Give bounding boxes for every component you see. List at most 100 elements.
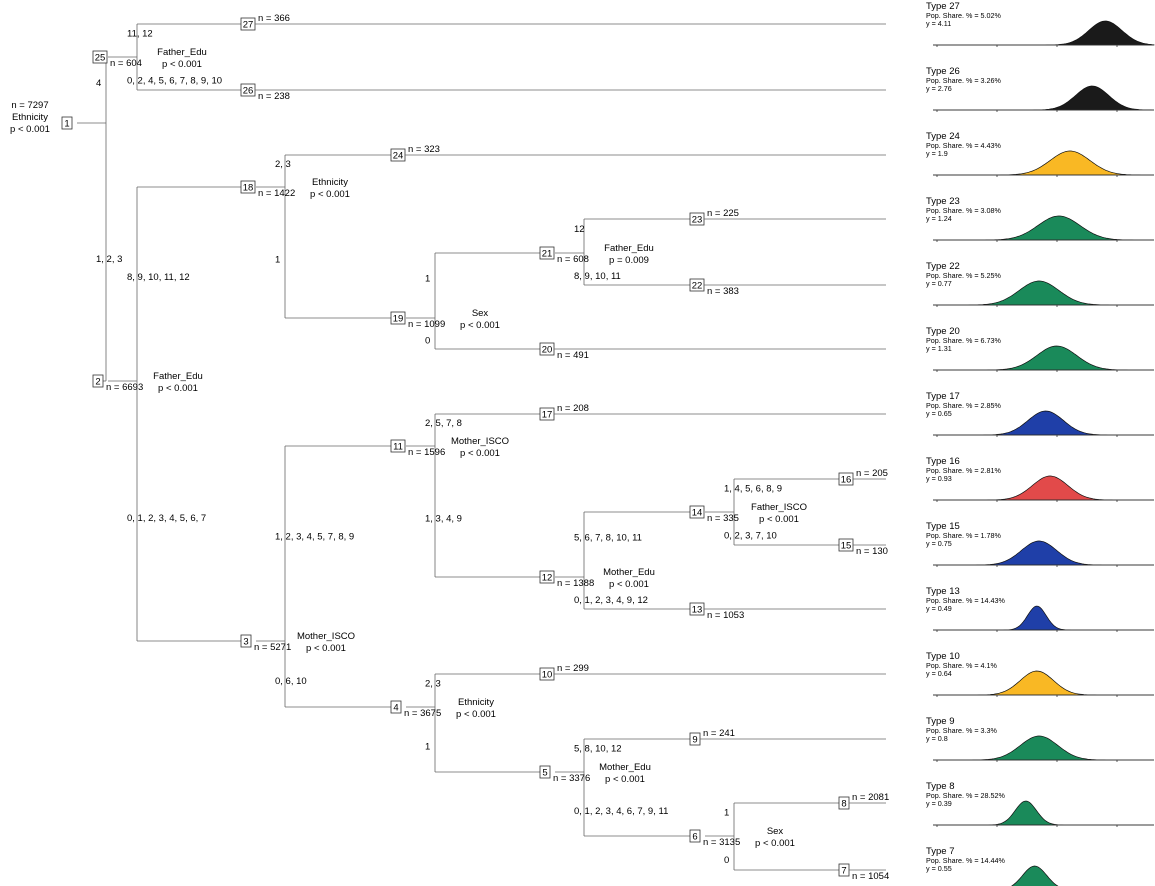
split-label: 8, 9, 10, 11, 12 — [127, 272, 190, 283]
node-split-variable: Sex — [472, 308, 489, 319]
node-p-value: p < 0.001 — [162, 59, 202, 70]
node-id-label: 21 — [542, 249, 553, 260]
node-id-box — [240, 634, 252, 648]
node-n-label: n = 3675 — [404, 708, 441, 719]
split-label: 1, 4, 5, 6, 8, 9 — [724, 484, 782, 495]
node-n-label: n = 3376 — [553, 773, 590, 784]
node-n-label: n = 205 — [856, 468, 888, 479]
split-label: 0, 2, 4, 5, 6, 7, 8, 9, 10 — [127, 76, 222, 87]
split-label: 4 — [96, 78, 101, 89]
node-split-variable: Sex — [767, 826, 784, 837]
node-n-label: n = 1422 — [258, 188, 295, 199]
node-split-variable: Mother_Edu — [603, 567, 655, 578]
density-curve — [933, 410, 1154, 436]
node-7: 7 n = 1054 — [838, 863, 889, 882]
terminal-share-label: Pop. Share. % = 1.78% — [926, 531, 1002, 540]
terminal-y-label: y = 0.64 — [926, 669, 952, 678]
node-24: 24 n = 323 — [390, 144, 440, 162]
density-curve — [933, 85, 1154, 111]
node-n-label: n = 1388 — [557, 578, 594, 589]
terminal-share-label: Pop. Share. % = 6.73% — [926, 336, 1002, 345]
terminal-type-label: Type 9 — [926, 716, 955, 727]
node-n-label: n = 241 — [703, 728, 735, 739]
terminal-type-label: Type 22 — [926, 261, 960, 272]
node-id-label: 16 — [841, 475, 852, 486]
node-26: 26 n = 238 — [240, 83, 290, 102]
tree-edges — [77, 23, 839, 871]
split-label: 0 — [724, 855, 729, 866]
split-label: 1 — [425, 742, 430, 753]
terminal-type-label: Type 26 — [926, 66, 960, 77]
terminal-share-label: Pop. Share. % = 4.1% — [926, 661, 998, 670]
node-n-label: n = 383 — [707, 286, 739, 297]
split-label: 1 — [724, 808, 729, 819]
terminal-type-label: Type 10 — [926, 651, 960, 662]
node-split-variable: Father_Edu — [157, 47, 207, 58]
terminal-y-label: y = 1.9 — [926, 149, 948, 158]
node-id-label: 27 — [243, 20, 254, 31]
node-p-value: p < 0.001 — [10, 124, 50, 135]
node-16: 16 n = 205 — [838, 468, 888, 486]
terminal-share-label: Pop. Share. % = 4.43% — [926, 141, 1002, 150]
node-id-label: 8 — [841, 799, 846, 810]
terminal-share-label: Pop. Share. % = 2.85% — [926, 401, 1002, 410]
terminal-y-label: y = 1.24 — [926, 214, 952, 223]
terminal-type-label: Type 7 — [926, 846, 955, 857]
density-curve — [933, 670, 1154, 696]
node-22: 22 n = 383 — [689, 278, 739, 297]
node-n-label: n = 604 — [110, 58, 142, 69]
split-label: 1, 2, 3, 4, 5, 7, 8, 9 — [275, 532, 354, 543]
terminal-share-label: Pop. Share. % = 5.02% — [926, 11, 1002, 20]
terminal-type-label: Type 15 — [926, 521, 960, 532]
node-id-box — [390, 439, 406, 453]
node-n-label: n = 208 — [557, 403, 589, 414]
density-curve — [933, 605, 1154, 631]
terminal-type-label: Type 13 — [926, 586, 960, 597]
terminal-type-label: Type 8 — [926, 781, 955, 792]
density-curve — [933, 280, 1154, 306]
node-id-label: 10 — [542, 670, 553, 681]
node-split-variable: Ethnicity — [312, 177, 348, 188]
split-label: 5, 8, 10, 12 — [574, 744, 622, 755]
split-label: 2, 3 — [275, 159, 291, 170]
node-n-label: n = 491 — [557, 350, 589, 361]
terminal-y-label: y = 0.55 — [926, 864, 952, 873]
terminal-y-label: y = 0.75 — [926, 539, 952, 548]
node-p-value: p < 0.001 — [759, 514, 799, 525]
node-id-label: 18 — [243, 183, 254, 194]
node-p-value: p < 0.001 — [306, 643, 346, 654]
node-id-label: 23 — [692, 215, 703, 226]
density-curve — [933, 540, 1154, 566]
density-curve — [933, 800, 1154, 826]
node-split-variable: Mother_ISCO — [451, 436, 509, 447]
node-split-variable: Mother_ISCO — [297, 631, 355, 642]
node-n-label: n = 1054 — [852, 871, 889, 882]
node-p-value: p < 0.001 — [158, 383, 198, 394]
node-p-value: p < 0.001 — [456, 709, 496, 720]
node-id-label: 25 — [95, 53, 106, 64]
node-split-variable: Ethnicity — [458, 697, 494, 708]
node-p-value: p < 0.001 — [310, 189, 350, 200]
split-label: 8, 9, 10, 11 — [574, 271, 621, 282]
node-split-variable: Father_Edu — [604, 243, 654, 254]
node-n-label: n = 366 — [258, 13, 290, 24]
terminal-y-label: y = 4.11 — [926, 19, 951, 28]
terminal-type-label: Type 20 — [926, 326, 960, 337]
node-20: 20 n = 491 — [539, 342, 589, 361]
node-n-label: n = 7297 — [11, 100, 48, 111]
density-curve — [933, 150, 1154, 176]
